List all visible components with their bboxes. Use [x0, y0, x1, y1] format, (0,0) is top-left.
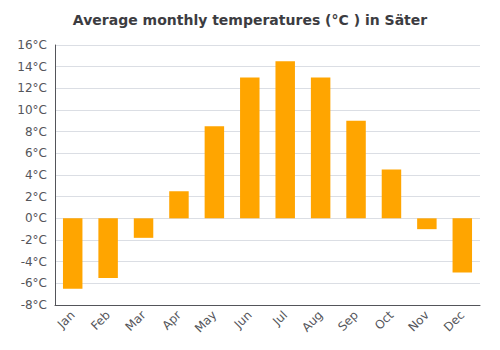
svg-text:Nov: Nov [405, 308, 431, 334]
svg-text:16°C: 16°C [17, 38, 47, 52]
svg-text:Feb: Feb [88, 308, 113, 333]
svg-text:0°C: 0°C [25, 211, 47, 225]
svg-text:Mar: Mar [123, 308, 149, 334]
svg-text:May: May [192, 308, 219, 335]
svg-text:2°C: 2°C [25, 190, 47, 204]
svg-text:-4°C: -4°C [21, 255, 47, 269]
svg-text:-6°C: -6°C [21, 276, 47, 290]
svg-text:-2°C: -2°C [21, 233, 47, 247]
svg-text:Jun: Jun [231, 308, 255, 332]
svg-text:14°C: 14°C [17, 60, 47, 74]
svg-text:6°C: 6°C [25, 146, 47, 160]
svg-text:Jan: Jan [54, 308, 78, 332]
svg-text:Jul: Jul [269, 308, 290, 329]
svg-text:4°C: 4°C [25, 168, 47, 182]
svg-text:8°C: 8°C [25, 125, 47, 139]
svg-text:Oct: Oct [372, 308, 397, 333]
svg-text:Dec: Dec [441, 308, 467, 334]
svg-text:Average monthly temperatures (: Average monthly temperatures (°C ) in Sä… [73, 12, 427, 28]
svg-text:10°C: 10°C [17, 103, 47, 117]
svg-text:Apr: Apr [159, 308, 184, 333]
svg-text:Aug: Aug [299, 308, 325, 334]
svg-text:12°C: 12°C [17, 81, 47, 95]
svg-text:-8°C: -8°C [21, 298, 47, 312]
svg-text:Sep: Sep [335, 308, 361, 334]
